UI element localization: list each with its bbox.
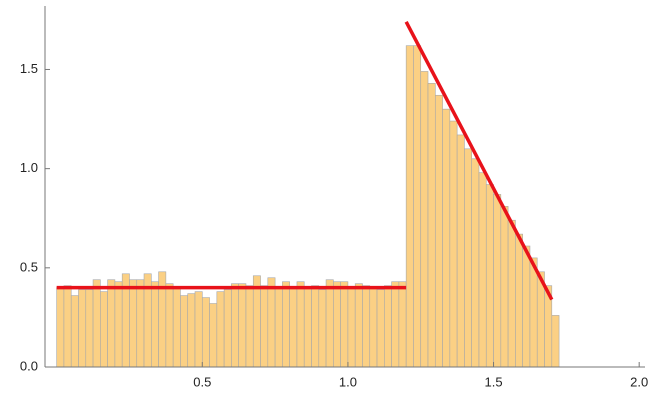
bar bbox=[529, 257, 538, 368]
bar bbox=[129, 279, 138, 368]
bar bbox=[515, 233, 523, 368]
bar bbox=[274, 287, 283, 368]
bar bbox=[201, 297, 210, 368]
bar bbox=[56, 287, 65, 368]
bar bbox=[92, 279, 101, 368]
bar bbox=[216, 291, 225, 368]
y-tick-label: 1.0 bbox=[20, 160, 38, 175]
bar bbox=[165, 283, 174, 368]
x-tick-label: 1.5 bbox=[485, 374, 503, 389]
bar bbox=[362, 285, 371, 368]
bar bbox=[238, 283, 247, 368]
y-tick-label: 0.5 bbox=[20, 259, 38, 274]
bar bbox=[471, 158, 480, 368]
bar bbox=[252, 275, 261, 368]
x-tick-label: 0.5 bbox=[193, 374, 211, 389]
bar bbox=[289, 287, 298, 368]
bar bbox=[369, 287, 378, 368]
bar bbox=[442, 108, 451, 368]
bar bbox=[85, 289, 94, 368]
bar bbox=[296, 281, 305, 368]
bar bbox=[449, 120, 458, 368]
bar bbox=[318, 289, 327, 368]
bar bbox=[434, 94, 443, 368]
bar bbox=[209, 303, 218, 368]
bar bbox=[493, 194, 502, 368]
fit-line bbox=[404, 21, 554, 301]
bar bbox=[194, 291, 203, 368]
bar bbox=[384, 285, 392, 368]
bar bbox=[522, 245, 531, 368]
bar bbox=[478, 172, 487, 368]
bar bbox=[464, 148, 472, 368]
bar bbox=[340, 281, 349, 368]
bar bbox=[187, 293, 196, 368]
bar bbox=[398, 281, 407, 368]
bar bbox=[151, 281, 159, 368]
x-tick-label: 1.0 bbox=[339, 374, 357, 389]
bar bbox=[391, 281, 400, 368]
bar bbox=[172, 287, 181, 368]
bar bbox=[456, 134, 465, 368]
bar bbox=[282, 281, 290, 368]
bar bbox=[311, 285, 320, 368]
bar bbox=[303, 287, 312, 368]
bar bbox=[354, 283, 363, 368]
bar bbox=[107, 279, 116, 368]
bar bbox=[267, 277, 276, 368]
bar bbox=[231, 283, 239, 368]
bar bbox=[245, 285, 254, 368]
bar bbox=[507, 219, 516, 368]
bar bbox=[500, 206, 509, 368]
bar bbox=[260, 285, 269, 368]
bar bbox=[376, 289, 385, 368]
y-tick-label: 0.0 bbox=[20, 358, 38, 373]
y-tick-label: 1.5 bbox=[20, 61, 38, 76]
bar bbox=[333, 281, 341, 368]
bar bbox=[136, 279, 145, 368]
bar bbox=[100, 291, 108, 368]
bar bbox=[347, 287, 356, 368]
bar bbox=[180, 295, 189, 368]
bar bbox=[485, 184, 494, 368]
bar bbox=[63, 285, 72, 368]
x-tick-label: 2.0 bbox=[630, 374, 648, 389]
bar bbox=[114, 281, 123, 368]
bar bbox=[70, 295, 79, 368]
bar bbox=[420, 71, 429, 368]
bar bbox=[413, 45, 422, 368]
bar bbox=[78, 289, 87, 368]
bar bbox=[325, 279, 334, 368]
bar bbox=[223, 289, 232, 368]
bar bbox=[551, 315, 560, 368]
bar bbox=[405, 45, 414, 368]
bar bbox=[427, 83, 436, 368]
